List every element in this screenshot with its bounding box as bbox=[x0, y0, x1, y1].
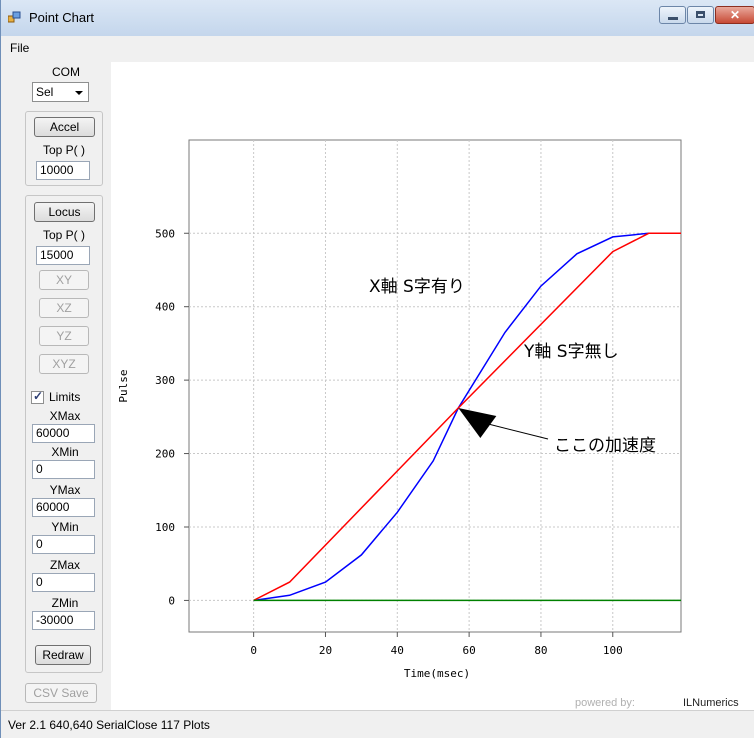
close-icon: ✕ bbox=[729, 8, 741, 22]
ymin-label: YMin bbox=[51, 520, 79, 534]
window-title: Point Chart bbox=[29, 10, 95, 25]
com-select-value: Sel bbox=[36, 85, 54, 99]
x-tick-label: 40 bbox=[391, 644, 404, 657]
accel-button[interactable]: Accel bbox=[34, 117, 95, 137]
yz-button[interactable]: YZ bbox=[39, 326, 89, 346]
zmax-input[interactable]: 0 bbox=[32, 573, 95, 592]
com-label: COM bbox=[52, 65, 80, 79]
y-tick-label: 500 bbox=[155, 227, 175, 240]
x-tick-label: 20 bbox=[319, 644, 332, 657]
zmax-label: ZMax bbox=[50, 558, 80, 572]
maximize-button[interactable] bbox=[687, 6, 714, 24]
xz-button[interactable]: XZ bbox=[39, 298, 89, 318]
accel-group bbox=[25, 111, 103, 186]
xmin-label: XMin bbox=[51, 445, 79, 459]
locus-top-input[interactable]: 15000 bbox=[36, 246, 90, 265]
ymax-input[interactable]: 60000 bbox=[32, 498, 95, 517]
redraw-button[interactable]: Redraw bbox=[35, 645, 91, 665]
x-tick-label: 60 bbox=[462, 644, 475, 657]
y-tick-label: 400 bbox=[155, 301, 175, 314]
credit-brand: ILNumerics bbox=[683, 697, 739, 709]
status-bar: Ver 2.1 640,640 SerialClose 117 Plots bbox=[1, 710, 754, 738]
locus-button[interactable]: Locus bbox=[34, 202, 95, 222]
x-tick-label: 100 bbox=[603, 644, 623, 657]
menu-bar: File bbox=[1, 38, 754, 60]
annotation-arrow-line bbox=[480, 421, 549, 440]
ymin-input[interactable]: 0 bbox=[32, 535, 95, 554]
accel-top-label: Top P( ) bbox=[42, 143, 85, 157]
credit-prefix: powered by: bbox=[575, 697, 635, 709]
zmin-input[interactable]: -30000 bbox=[32, 611, 95, 630]
chevron-down-icon bbox=[75, 91, 83, 95]
xy-button[interactable]: XY bbox=[39, 270, 89, 290]
series-line-2 bbox=[253, 232, 681, 602]
app-icon bbox=[8, 11, 21, 23]
annotation-arrow-head bbox=[458, 408, 497, 439]
chart-panel: 0 20 40 60 80 100 0 100 200 300 400 500 Time(msec) Pu… bbox=[111, 62, 754, 710]
close-button[interactable]: ✕ bbox=[715, 6, 754, 24]
accel-top-input[interactable]: 10000 bbox=[36, 161, 90, 180]
xyz-button[interactable]: XYZ bbox=[39, 354, 89, 374]
minimize-button[interactable] bbox=[659, 6, 686, 24]
point-chart: 0 20 40 60 80 100 0 100 200 300 400 500 Time(msec) Pu… bbox=[117, 139, 739, 709]
maximize-icon bbox=[696, 11, 705, 18]
ymax-label: YMax bbox=[49, 483, 81, 497]
x-axis-label: Time(msec) bbox=[404, 667, 470, 680]
plot-area bbox=[188, 139, 682, 633]
y-tick-label: 0 bbox=[168, 594, 175, 607]
csv-save-button[interactable]: CSV Save bbox=[25, 683, 97, 703]
xmax-label: XMax bbox=[49, 409, 81, 423]
locus-top-label: Top P( ) bbox=[42, 228, 85, 242]
y-tick-label: 300 bbox=[155, 374, 175, 387]
title-bar[interactable]: Point Chart ✕ bbox=[1, 0, 754, 36]
limits-label: Limits bbox=[49, 390, 81, 404]
y-tick-label: 200 bbox=[155, 448, 175, 461]
minimize-icon bbox=[668, 17, 678, 20]
x-tick-label: 0 bbox=[250, 644, 257, 657]
check-icon: ✓ bbox=[33, 389, 44, 403]
xmin-input[interactable]: 0 bbox=[32, 460, 95, 479]
y-tick-label: 100 bbox=[155, 521, 175, 534]
xmax-input[interactable]: 60000 bbox=[32, 424, 95, 443]
com-select[interactable]: Sel bbox=[32, 82, 89, 102]
locus-group bbox=[25, 195, 103, 673]
annotation-y-axis: Y軸 S字無し bbox=[523, 342, 619, 362]
menu-file[interactable]: File bbox=[10, 41, 30, 55]
annotation-acceleration: ここの加速度 bbox=[554, 436, 656, 456]
status-text: Ver 2.1 640,640 SerialClose 117 Plots bbox=[8, 718, 210, 732]
zmin-label: ZMin bbox=[51, 596, 79, 610]
limits-checkbox[interactable]: ✓ bbox=[31, 389, 44, 404]
x-tick-label: 80 bbox=[534, 644, 547, 657]
annotation-x-axis: X軸 S字有り bbox=[369, 277, 465, 297]
y-axis-label: Pulse bbox=[117, 369, 130, 402]
